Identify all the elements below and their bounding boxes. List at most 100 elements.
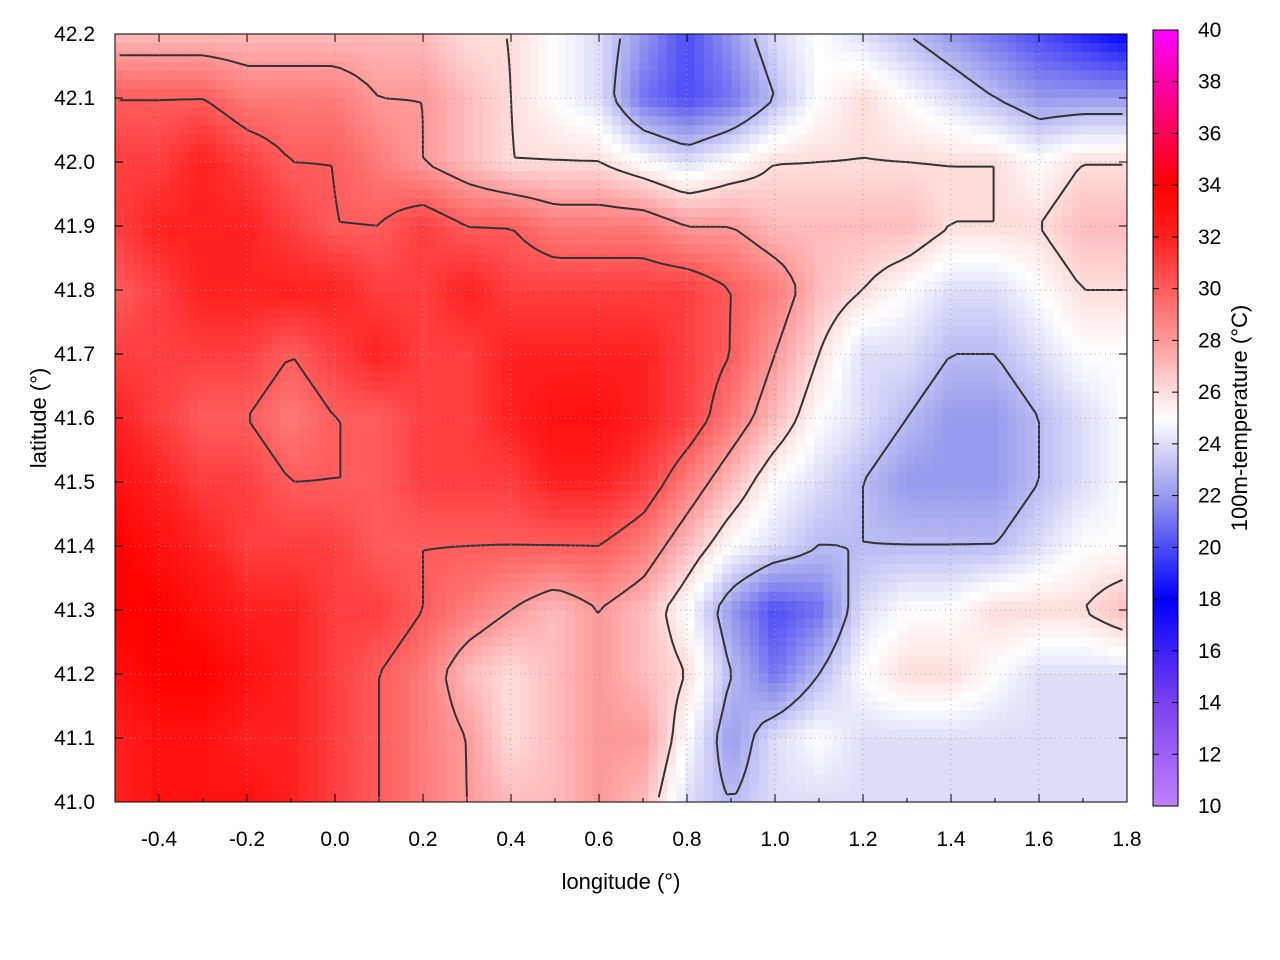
heatmap-cell <box>492 253 502 264</box>
heatmap-cell <box>749 253 760 264</box>
heatmap-cell <box>501 372 512 383</box>
heatmap-cell <box>547 61 558 72</box>
heatmap-cell <box>519 61 530 72</box>
heatmap-cell <box>731 418 742 428</box>
heatmap-cell <box>979 390 990 401</box>
heatmap-cell <box>740 235 751 245</box>
heatmap-cell <box>1007 43 1018 53</box>
heatmap-cell <box>464 381 475 392</box>
heatmap-cell <box>630 52 640 63</box>
heatmap-cell <box>897 235 907 245</box>
heatmap-cell <box>1035 171 1045 181</box>
heatmap-cell <box>924 34 935 44</box>
heatmap-cell <box>1053 408 1064 419</box>
heatmap-cell <box>418 107 429 117</box>
heatmap-cell <box>308 189 318 200</box>
heatmap-cell <box>234 152 245 163</box>
heatmap-cell <box>409 308 420 319</box>
heatmap-cell <box>593 134 604 145</box>
heatmap-cell <box>1108 207 1119 218</box>
heatmap-cell <box>575 326 585 337</box>
heatmap-cell <box>575 235 585 245</box>
heatmap-cell <box>225 399 236 410</box>
heatmap-cell <box>170 152 180 163</box>
heatmap-cell <box>593 436 604 447</box>
heatmap-cell <box>197 354 208 364</box>
heatmap-cell <box>924 271 935 282</box>
heatmap-cell <box>786 189 797 200</box>
heatmap-cell <box>869 198 880 209</box>
heatmap-cell <box>409 445 420 456</box>
heatmap-cell <box>933 162 944 172</box>
heatmap-cell <box>1044 43 1054 53</box>
heatmap-cell <box>722 134 732 145</box>
heatmap-cell <box>317 445 328 456</box>
heatmap-cell <box>805 363 815 373</box>
heatmap-cell <box>860 244 870 255</box>
heatmap-cell <box>253 436 263 447</box>
heatmap-cell <box>529 207 539 218</box>
heatmap-cell <box>1090 408 1100 419</box>
heatmap-cell <box>151 390 162 401</box>
heatmap-cell <box>667 427 677 437</box>
heatmap-cell <box>851 198 861 209</box>
heatmap-cell <box>538 408 548 419</box>
heatmap-cell <box>878 280 889 291</box>
heatmap-cell <box>593 381 604 392</box>
heatmap-cell <box>464 408 475 419</box>
heatmap-cell <box>216 408 226 419</box>
heatmap-cell <box>381 189 392 200</box>
heatmap-cell <box>391 43 401 53</box>
heatmap-cell <box>418 390 429 401</box>
heatmap-cell <box>391 70 401 81</box>
heatmap-cell <box>1071 354 1082 364</box>
heatmap-cell <box>1053 381 1064 392</box>
heatmap-cell <box>1007 299 1018 309</box>
heatmap-cell <box>501 180 512 191</box>
heatmap-cell <box>1117 79 1127 90</box>
heatmap-cell <box>584 152 594 163</box>
heatmap-cell <box>786 335 797 346</box>
heatmap-cell <box>602 399 613 410</box>
heatmap-cell <box>197 235 208 245</box>
heatmap-cell <box>372 226 383 236</box>
heatmap-cell <box>961 317 972 328</box>
heatmap-cell <box>1016 408 1027 419</box>
heatmap-cell <box>621 88 631 99</box>
heatmap-cell <box>225 98 236 108</box>
heatmap-cell <box>345 52 355 63</box>
heatmap-cell <box>851 171 861 181</box>
heatmap-cell <box>713 61 723 72</box>
heatmap-cell <box>823 162 834 172</box>
heatmap-cell <box>915 226 926 236</box>
heatmap-cell <box>694 207 705 218</box>
heatmap-cell <box>400 180 410 191</box>
heatmap-cell <box>703 216 714 227</box>
heatmap-cell <box>851 61 861 72</box>
heatmap-cell <box>952 363 962 373</box>
heatmap-cell <box>1016 290 1027 300</box>
heatmap-cell <box>602 363 613 373</box>
heatmap-cell <box>299 216 309 227</box>
heatmap-cell <box>1016 436 1027 447</box>
heatmap-cell <box>326 418 337 428</box>
heatmap-cell <box>501 162 512 172</box>
heatmap-cell <box>630 354 640 364</box>
heatmap-cell <box>547 171 558 181</box>
heatmap-cell <box>115 43 125 53</box>
heatmap-cell <box>225 290 236 300</box>
heatmap-cell <box>188 326 199 337</box>
heatmap-cell <box>869 134 880 145</box>
heatmap-cell <box>381 61 392 72</box>
heatmap-cell <box>694 326 705 337</box>
heatmap-cell <box>335 271 346 282</box>
heatmap-cell <box>317 308 328 319</box>
heatmap-cell <box>437 134 447 145</box>
heatmap-cell <box>142 354 153 364</box>
heatmap-cell <box>197 317 208 328</box>
heatmap-cell <box>529 125 539 136</box>
heatmap-cell <box>575 427 585 437</box>
heatmap-cell <box>933 408 944 419</box>
heatmap-cell <box>529 262 539 273</box>
heatmap-cell <box>243 43 254 53</box>
